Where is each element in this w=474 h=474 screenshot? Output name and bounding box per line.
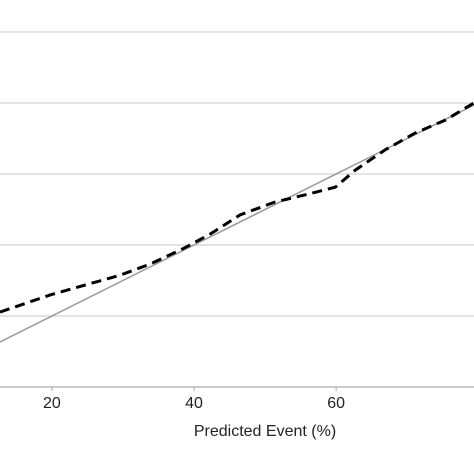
line	[0, 104, 474, 343]
x-axis-label: Predicted Event (%)	[194, 423, 336, 440]
x-tick-label: 20	[43, 395, 61, 412]
x-tick-label: 60	[327, 395, 345, 412]
x-tick-label: 40	[185, 395, 203, 412]
line	[0, 101, 474, 314]
